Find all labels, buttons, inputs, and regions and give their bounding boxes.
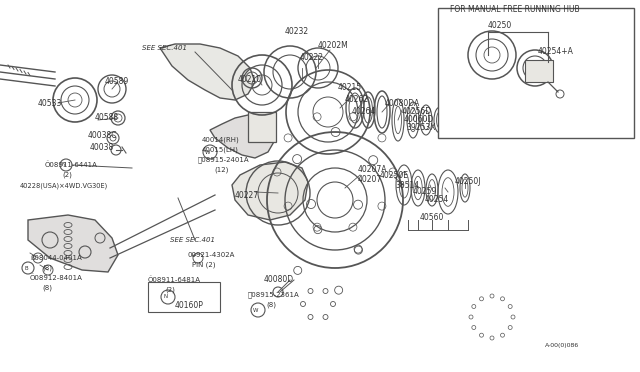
Polygon shape	[232, 162, 308, 220]
Text: 38514: 38514	[395, 180, 419, 189]
Text: W: W	[253, 308, 259, 312]
Text: 40232: 40232	[285, 28, 309, 36]
Text: 40215: 40215	[338, 83, 362, 93]
Bar	[525, 60, 553, 82]
Text: A·00(0)086: A·00(0)086	[545, 343, 579, 347]
Text: 40210: 40210	[238, 76, 262, 84]
Bar	[248, 112, 276, 142]
Text: 40207A: 40207A	[358, 166, 387, 174]
Text: 40250J: 40250J	[455, 177, 481, 186]
Text: 40080D: 40080D	[264, 276, 294, 285]
Text: 40533: 40533	[38, 99, 62, 108]
Text: 40227: 40227	[235, 190, 259, 199]
Text: 40250: 40250	[488, 20, 512, 29]
Polygon shape	[160, 44, 255, 100]
Text: 00921-4302A: 00921-4302A	[188, 252, 236, 258]
Text: FOR MANUAL FREE RUNNING HUB: FOR MANUAL FREE RUNNING HUB	[450, 6, 580, 15]
Text: 39253X: 39253X	[406, 124, 435, 132]
Text: 40015(LH): 40015(LH)	[202, 147, 239, 153]
Text: B: B	[24, 266, 28, 270]
Text: 40080DA: 40080DA	[385, 99, 420, 108]
Text: Ⓧ08915-2401A: Ⓧ08915-2401A	[198, 157, 250, 163]
Text: (12): (12)	[214, 167, 228, 173]
Text: (2): (2)	[62, 172, 72, 178]
Text: 40038C: 40038C	[88, 131, 118, 140]
Text: (8): (8)	[42, 285, 52, 291]
Text: 40250E: 40250E	[380, 170, 409, 180]
Text: SEE SEC.401: SEE SEC.401	[142, 45, 187, 51]
Text: SEE SEC.401: SEE SEC.401	[170, 237, 215, 243]
Text: PIN (2): PIN (2)	[192, 262, 216, 268]
Text: 40060D: 40060D	[404, 115, 435, 125]
Polygon shape	[28, 215, 118, 272]
Text: N: N	[62, 163, 66, 167]
Text: 40589: 40589	[105, 77, 129, 87]
Text: 40259: 40259	[413, 187, 437, 196]
Text: N: N	[164, 295, 168, 299]
Text: 40207: 40207	[358, 176, 382, 185]
Text: (8): (8)	[266, 302, 276, 308]
Text: 40560: 40560	[420, 214, 444, 222]
Text: 40038: 40038	[90, 144, 115, 153]
Text: Ô08912-8401A: Ô08912-8401A	[30, 275, 83, 281]
Text: ß08044-0401A: ß08044-0401A	[30, 255, 82, 261]
Text: (2): (2)	[165, 287, 175, 293]
Text: 40588: 40588	[95, 113, 119, 122]
Text: 40264: 40264	[352, 108, 376, 116]
Text: 40202M: 40202M	[318, 41, 349, 49]
Bar	[148, 282, 220, 312]
Text: 40262: 40262	[345, 96, 369, 105]
Text: 40222: 40222	[300, 54, 324, 62]
Text: Ô08911-6441A: Ô08911-6441A	[45, 162, 98, 168]
Text: 40228(USA)×4WD.VG30E): 40228(USA)×4WD.VG30E)	[20, 183, 108, 189]
Bar	[438, 8, 634, 138]
Text: 40254+A: 40254+A	[538, 48, 574, 57]
Text: 40160P: 40160P	[175, 301, 204, 310]
Text: Ô08911-6481A: Ô08911-6481A	[148, 277, 201, 283]
Polygon shape	[210, 115, 275, 158]
Text: 40256D: 40256D	[402, 108, 432, 116]
Text: 40254: 40254	[425, 196, 449, 205]
Text: W: W	[205, 150, 211, 154]
Text: (8): (8)	[42, 265, 52, 271]
Text: Ⓦ08915-2361A: Ⓦ08915-2361A	[248, 292, 300, 298]
Text: 40014(RH): 40014(RH)	[202, 137, 240, 143]
